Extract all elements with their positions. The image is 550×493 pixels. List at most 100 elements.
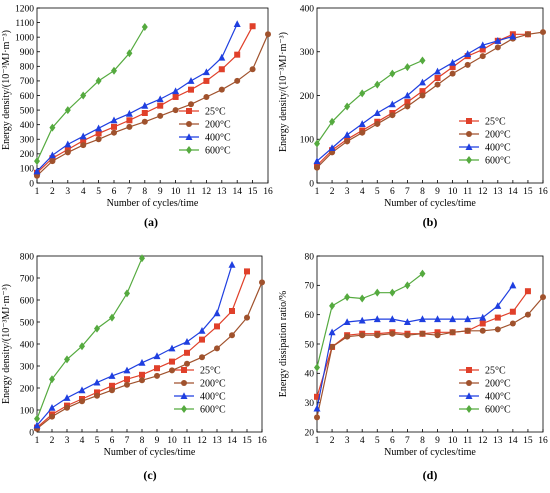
- y-tick-label: 400: [20, 340, 35, 350]
- data-point: [34, 414, 40, 423]
- legend-entry: 200°C: [179, 120, 231, 131]
- data-point: [202, 68, 210, 76]
- x-tick-label: 5: [375, 187, 380, 197]
- x-tick-label: 5: [96, 187, 101, 197]
- series-line: [36, 34, 269, 177]
- legend-entry: 400°C: [459, 143, 511, 154]
- data-point: [403, 318, 411, 325]
- data-point: [49, 158, 56, 165]
- data-point: [359, 129, 366, 136]
- plot-frame: [36, 7, 269, 184]
- data-point: [169, 358, 175, 365]
- data-point: [78, 386, 86, 394]
- x-tick-label: 15: [248, 187, 258, 197]
- x-tick-label: 9: [435, 187, 440, 197]
- x-tick-label: 3: [345, 187, 350, 197]
- data-point: [479, 320, 486, 327]
- data-point: [449, 329, 456, 336]
- x-tick-label: 10: [448, 436, 458, 446]
- legend-marker: [465, 143, 473, 150]
- series-line: [36, 257, 143, 420]
- x-tick-label: 1: [35, 187, 40, 197]
- y-tick-label: 30: [305, 399, 315, 409]
- x-tick-label: 8: [420, 187, 425, 197]
- data-point: [494, 314, 501, 321]
- legend-entry: 25°C: [174, 366, 221, 377]
- data-point: [328, 328, 336, 336]
- data-point: [48, 404, 56, 411]
- y-tick-label: 300: [300, 48, 315, 58]
- x-tick-label: 11: [463, 436, 472, 446]
- x-tick-label: 16: [257, 436, 267, 446]
- data-point: [64, 140, 72, 148]
- data-point: [244, 314, 250, 321]
- data-point: [49, 413, 55, 420]
- data-point: [343, 318, 351, 325]
- data-point: [313, 404, 321, 412]
- series-600°C: [34, 22, 148, 166]
- legend-label: 25°C: [200, 366, 221, 377]
- data-point: [214, 323, 220, 330]
- data-point: [434, 332, 441, 339]
- data-point: [373, 315, 381, 323]
- y-tick-label: 0: [309, 179, 314, 189]
- y-tick-label: 100: [20, 165, 35, 175]
- x-tick-label: 12: [478, 187, 488, 197]
- y-tick-label: 900: [20, 48, 35, 58]
- data-point: [124, 289, 130, 298]
- legend-label: 200°C: [205, 120, 231, 131]
- x-tick-label: 14: [508, 436, 518, 446]
- data-point: [374, 332, 381, 339]
- data-point: [494, 326, 501, 333]
- x-tick-label: 3: [65, 436, 70, 446]
- data-point: [509, 32, 517, 40]
- data-point: [33, 167, 41, 175]
- data-point: [464, 327, 471, 334]
- data-point: [479, 313, 487, 321]
- data-point: [154, 365, 160, 372]
- y-tick-label: 70: [305, 282, 315, 292]
- y-tick-label: 200: [300, 92, 315, 102]
- data-point: [123, 366, 131, 374]
- data-point: [403, 91, 411, 99]
- data-point: [233, 20, 241, 28]
- data-point: [509, 281, 517, 289]
- y-tick-label: 300: [20, 136, 35, 146]
- data-point: [203, 93, 210, 100]
- data-point: [141, 118, 148, 125]
- series-line: [316, 273, 423, 368]
- data-point: [359, 89, 366, 98]
- data-point: [109, 387, 115, 394]
- data-point: [449, 315, 457, 323]
- data-point: [79, 132, 87, 140]
- series-200°C: [34, 279, 265, 432]
- data-point: [94, 324, 100, 333]
- x-axis-label: Number of cycles/time: [107, 198, 199, 209]
- y-axis-label: Energy density/(10⁻³MJ·m⁻³): [278, 32, 289, 152]
- data-point: [359, 294, 366, 303]
- data-point: [418, 78, 426, 86]
- data-point: [188, 101, 194, 108]
- x-tick-label: 4: [81, 187, 86, 197]
- data-point: [64, 404, 70, 411]
- x-tick-label: 13: [217, 187, 227, 197]
- data-point: [172, 107, 179, 114]
- data-point: [125, 109, 133, 117]
- data-point: [218, 53, 226, 61]
- x-tick-label: 15: [242, 436, 252, 446]
- data-point: [314, 139, 320, 148]
- x-tick-label: 15: [523, 436, 533, 446]
- y-axis-label: Energy density/(10⁻³MJ·m⁻³): [1, 284, 12, 404]
- data-point: [344, 333, 351, 340]
- y-tick-label: 40: [305, 370, 315, 380]
- x-tick-label: 16: [538, 187, 548, 197]
- data-point: [419, 330, 426, 337]
- data-point: [199, 354, 205, 361]
- data-point: [329, 117, 336, 126]
- data-point: [540, 294, 546, 301]
- legend-label: 600°C: [485, 156, 511, 167]
- data-point: [479, 41, 487, 49]
- data-point: [404, 63, 411, 72]
